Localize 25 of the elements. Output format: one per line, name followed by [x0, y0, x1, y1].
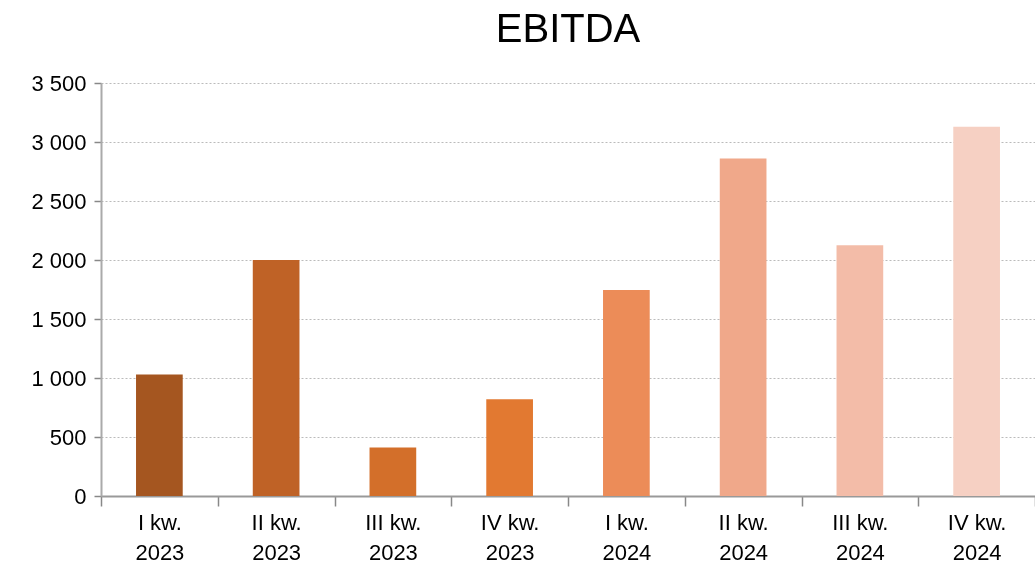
- bar: [252, 260, 300, 496]
- x-tick-label: III kw. 2023: [365, 509, 422, 565]
- x-tick-label: II kw. 2024: [718, 509, 769, 565]
- y-tick-label: 0: [74, 483, 87, 509]
- bar: [953, 126, 1000, 496]
- x-tick-label: IV kw. 2024: [947, 509, 1007, 565]
- bar: [836, 245, 884, 496]
- x-tick-label: I kw. 2024: [602, 509, 652, 565]
- y-tick-label: 3 500: [31, 70, 87, 96]
- x-tick-label: II kw. 2023: [251, 509, 302, 565]
- bar: [369, 447, 417, 496]
- y-tick-label: 2 500: [31, 188, 87, 214]
- bar: [486, 399, 533, 496]
- bar: [136, 374, 183, 496]
- bar: [719, 158, 767, 496]
- bar: [603, 290, 650, 496]
- chart-title: EBITDA: [495, 6, 641, 50]
- y-tick-label: 500: [49, 424, 87, 450]
- y-tick-label: 1 500: [31, 306, 87, 332]
- y-tick-label: 3 000: [31, 129, 87, 155]
- x-tick-label: I kw. 2023: [135, 509, 185, 565]
- x-tick-label: IV kw. 2023: [480, 509, 540, 565]
- y-tick-label: 2 000: [31, 247, 87, 273]
- y-tick-label: 1 000: [31, 365, 87, 391]
- x-tick-label: III kw. 2024: [832, 509, 889, 565]
